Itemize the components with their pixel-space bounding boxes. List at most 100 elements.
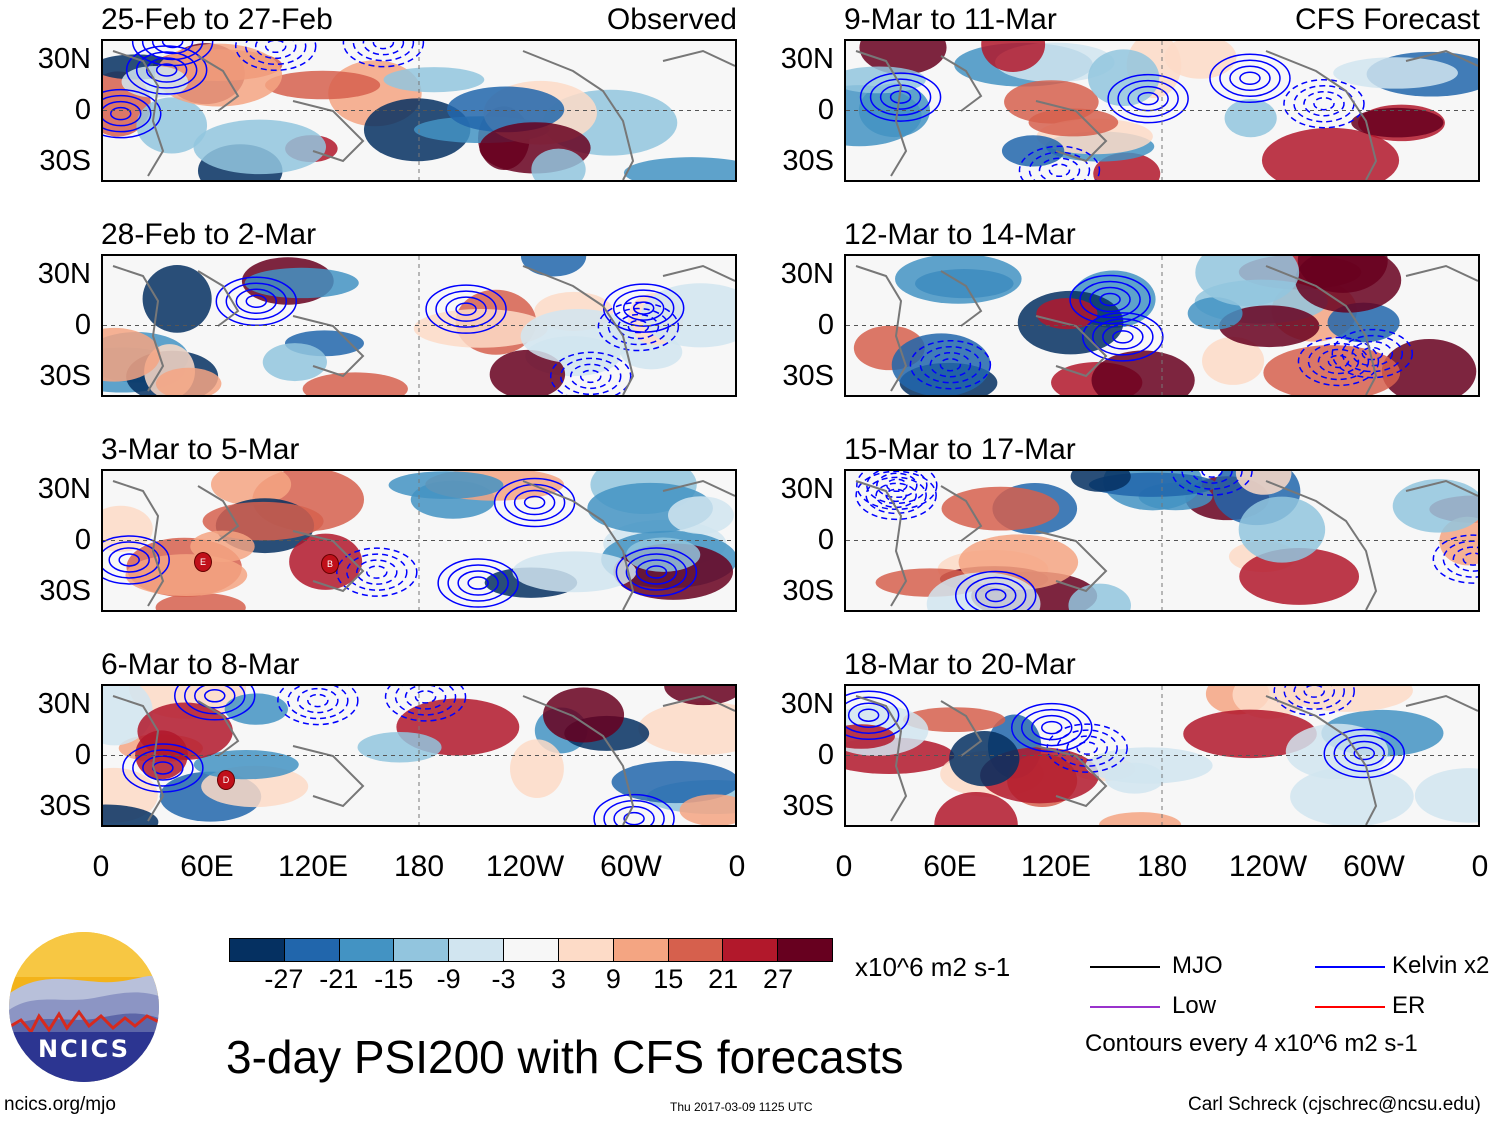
kelvin-contour: [1432, 534, 1478, 584]
colorbar-label: -3: [491, 964, 516, 994]
anomaly-blob: [1351, 107, 1444, 138]
kelvin-contour: [342, 41, 425, 68]
kelvin-contour: [1201, 471, 1223, 478]
kelvin-contour: [645, 565, 668, 579]
lat-label: 0: [817, 309, 834, 341]
colorbar-swatch: [613, 939, 669, 961]
coastline: [940, 55, 983, 112]
anomaly-blob: [981, 41, 1046, 72]
anomaly-blob: [859, 41, 947, 75]
kelvin-contour: [1011, 702, 1093, 753]
colorbar-swatch: [778, 939, 832, 961]
anomaly-blob: [1183, 709, 1317, 759]
anomaly-blob: [1001, 135, 1065, 167]
coastline: [1035, 315, 1108, 378]
anomaly-blob: [1261, 127, 1400, 180]
colorbar-label: -27: [264, 964, 304, 994]
kelvin-contour: [264, 41, 287, 54]
colorbar-label: 9: [605, 964, 621, 994]
kelvin-contour: [1038, 157, 1081, 180]
lon-label: 120W: [1228, 850, 1308, 883]
kelvin-contour: [225, 282, 288, 321]
kelvin-contour: [103, 88, 162, 139]
panel-title: 18-Mar to 20-Mar: [844, 648, 1076, 681]
lat-label: 0: [74, 309, 91, 341]
kelvin-contour: [366, 565, 388, 579]
kelvin-contour: [435, 290, 497, 328]
coastline: [292, 530, 365, 593]
logo-text: NCICS: [38, 1035, 130, 1063]
kelvin-contour: [593, 793, 675, 825]
anomaly-blob: [1091, 350, 1195, 395]
anomaly-blob: [611, 760, 735, 804]
lat-label: 30N: [780, 688, 834, 720]
kelvin-contour: [1313, 96, 1335, 111]
legend-swatch: [1090, 1006, 1160, 1008]
coastline: [1265, 50, 1378, 180]
legend-label: ER: [1392, 992, 1426, 1019]
colorbar-label: 21: [708, 964, 739, 994]
lat-label: 30N: [37, 258, 91, 290]
kelvin-contour: [846, 690, 910, 740]
anomaly-blob: [302, 372, 408, 395]
lat-label: 30S: [782, 145, 834, 177]
kelvin-contour: [118, 553, 140, 567]
legend-label: Kelvin x2: [1392, 952, 1490, 979]
anomaly-blob: [1104, 762, 1165, 794]
anomaly-blob: [679, 794, 735, 825]
coastline: [662, 479, 735, 497]
colorbar-swatch: [504, 939, 559, 961]
kelvin-contour: [885, 488, 907, 503]
anomaly-blob: [388, 471, 504, 499]
anomaly-blob: [1187, 297, 1243, 330]
anomaly-blob: [137, 702, 233, 760]
legend-label: Low: [1172, 992, 1217, 1019]
kelvin-contour: [372, 41, 395, 50]
anomaly-blob: [1219, 305, 1320, 348]
anomaly-blob: [103, 505, 153, 552]
anomaly-blob: [512, 551, 637, 593]
coastline: [662, 694, 735, 712]
kelvin-contour: [414, 690, 437, 704]
kelvin-contour: [141, 41, 204, 61]
lat-label: 0: [74, 524, 91, 556]
kelvin-contour: [131, 41, 214, 67]
map-panel: [101, 254, 737, 397]
footer-link[interactable]: ncics.org/mjo: [4, 1094, 116, 1115]
lat-label: 30S: [782, 360, 834, 392]
colorbar-swatch: [558, 939, 614, 961]
kelvin-contour: [1041, 720, 1063, 735]
anomaly-blob: [638, 701, 735, 755]
kelvin-contour: [1297, 336, 1380, 387]
kelvin-contour: [1066, 735, 1108, 761]
anomaly-blob: [623, 157, 735, 180]
kelvin-contour: [623, 811, 645, 825]
lat-label: 30N: [780, 473, 834, 505]
anomaly-blob: [903, 707, 1006, 733]
kelvin-contour: [145, 57, 188, 83]
kelvin-contour: [622, 295, 665, 321]
kelvin-contour: [1293, 686, 1335, 704]
kelvin-contour: [1031, 714, 1073, 741]
kelvin-contour: [1021, 708, 1083, 747]
kelvin-contour: [151, 41, 194, 55]
kelvin-contour: [549, 351, 632, 395]
anomaly-blob: [1263, 345, 1401, 395]
kelvin-contour: [865, 476, 927, 515]
lon-label: 120E: [277, 850, 349, 883]
kelvin-contour: [559, 357, 622, 395]
colorbar-swatch: [668, 939, 724, 961]
lat-label: 0: [817, 524, 834, 556]
coastline: [197, 270, 240, 327]
coastline: [292, 315, 365, 378]
anomaly-blob: [383, 67, 485, 93]
coastline: [1405, 479, 1478, 497]
anomaly-blob: [520, 256, 587, 277]
kelvin-contour: [846, 696, 900, 734]
coastline: [112, 480, 165, 607]
kelvin-contour: [356, 559, 398, 585]
kelvin-contour: [307, 693, 329, 708]
kelvin-contour: [297, 687, 339, 714]
coastline: [112, 695, 165, 822]
kelvin-contour: [875, 482, 917, 509]
